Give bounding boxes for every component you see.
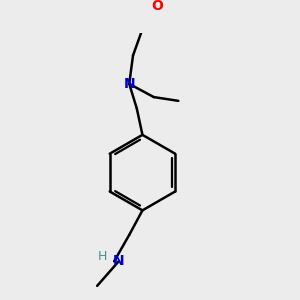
Text: H: H <box>98 250 107 263</box>
Text: N: N <box>123 77 135 91</box>
Text: O: O <box>152 0 164 14</box>
Text: N: N <box>113 254 124 268</box>
